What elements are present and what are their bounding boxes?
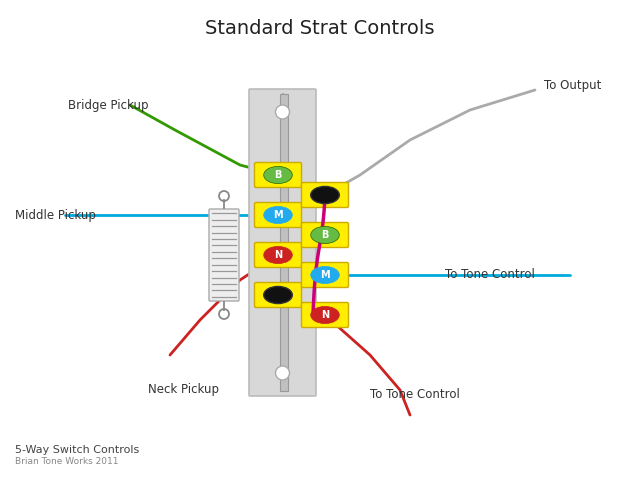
- Text: To Output: To Output: [544, 80, 602, 93]
- FancyBboxPatch shape: [255, 242, 301, 267]
- Text: Standard Strat Controls: Standard Strat Controls: [205, 19, 435, 37]
- Ellipse shape: [264, 287, 292, 303]
- Text: Neck Pickup: Neck Pickup: [148, 384, 219, 396]
- Text: N: N: [321, 311, 329, 321]
- Text: N: N: [274, 251, 282, 261]
- FancyBboxPatch shape: [301, 182, 349, 207]
- Text: M: M: [273, 211, 283, 220]
- Text: B: B: [275, 170, 282, 180]
- Ellipse shape: [310, 306, 339, 324]
- FancyBboxPatch shape: [255, 283, 301, 308]
- Ellipse shape: [264, 206, 292, 224]
- Ellipse shape: [310, 266, 339, 284]
- FancyBboxPatch shape: [301, 263, 349, 288]
- FancyBboxPatch shape: [209, 209, 239, 301]
- FancyBboxPatch shape: [301, 223, 349, 248]
- Ellipse shape: [310, 186, 339, 204]
- Ellipse shape: [264, 167, 292, 183]
- FancyBboxPatch shape: [255, 163, 301, 188]
- Text: 5-Way Switch Controls: 5-Way Switch Controls: [15, 445, 140, 455]
- Circle shape: [275, 105, 289, 119]
- Text: B: B: [321, 230, 329, 240]
- Text: Brian Tone Works 2011: Brian Tone Works 2011: [15, 457, 118, 467]
- Bar: [280, 94, 288, 391]
- FancyBboxPatch shape: [301, 302, 349, 327]
- Text: To Tone Control: To Tone Control: [370, 388, 460, 401]
- FancyBboxPatch shape: [249, 89, 316, 396]
- Text: Bridge Pickup: Bridge Pickup: [68, 98, 148, 111]
- FancyBboxPatch shape: [255, 203, 301, 228]
- Text: To Tone Control: To Tone Control: [445, 268, 535, 281]
- Text: M: M: [320, 271, 330, 280]
- Text: Middle Pickup: Middle Pickup: [15, 208, 96, 221]
- Ellipse shape: [310, 227, 339, 243]
- Ellipse shape: [264, 246, 292, 264]
- Circle shape: [275, 366, 289, 380]
